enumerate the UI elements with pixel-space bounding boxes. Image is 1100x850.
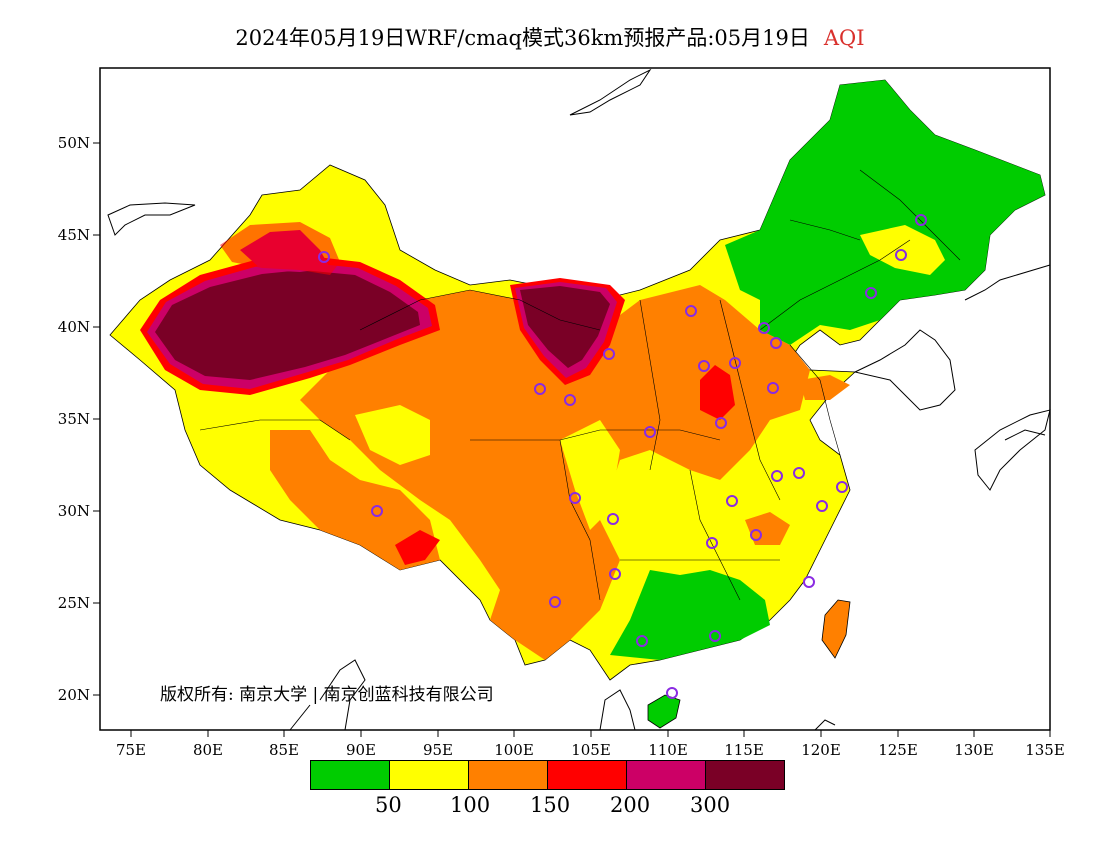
region-sichuan-moderate — [560, 420, 620, 530]
lat-label: 40N — [58, 318, 90, 336]
title-pollutant: AQI — [823, 26, 865, 50]
lon-labels: 75E 80E 85E 90E 95E 100E 105E 110E 115E … — [116, 741, 1065, 759]
lat-label: 35N — [58, 410, 90, 428]
coastlines — [107, 68, 1051, 731]
region-east-usg — [800, 375, 850, 400]
lon-label: 120E — [801, 741, 841, 759]
legend-swatch-2 — [468, 760, 548, 790]
lon-label: 105E — [571, 741, 611, 759]
aqi-fill — [109, 79, 1046, 729]
region-south-good — [610, 570, 770, 660]
lat-label: 20N — [58, 686, 90, 704]
aqi-legend — [310, 760, 785, 794]
lon-label: 100E — [494, 741, 534, 759]
region-henan-unhealthy — [700, 365, 735, 420]
lon-label: 85E — [269, 741, 299, 759]
legend-swatch-4 — [626, 760, 706, 790]
lon-label: 75E — [116, 741, 146, 759]
legend-swatch-1 — [389, 760, 469, 790]
lon-label: 115E — [724, 741, 764, 759]
legend-label-300: 300 — [690, 793, 731, 817]
lat-label: 50N — [58, 134, 90, 152]
legend-label-150: 150 — [530, 793, 571, 817]
lon-label: 95E — [423, 741, 453, 759]
legend-swatch-0 — [310, 760, 390, 790]
lon-label: 80E — [193, 741, 223, 759]
legend-label-100: 100 — [450, 793, 491, 817]
lon-label: 90E — [346, 741, 376, 759]
copyright-note: 版权所有: 南京大学 | 南京创蓝科技有限公司 — [160, 685, 494, 705]
title-main: 2024年05月19日WRF/cmaq模式36km预报产品:05月19日 — [235, 26, 810, 50]
region-junggar-unhealthy — [220, 222, 340, 275]
map-title: 2024年05月19日WRF/cmaq模式36km预报产品:05月19日 AQI — [0, 22, 1100, 52]
lat-axis — [93, 142, 100, 696]
legend-label-50: 50 — [375, 793, 402, 817]
lon-label: 110E — [648, 741, 688, 759]
lat-label: 25N — [58, 594, 90, 612]
region-central-usg — [300, 285, 810, 660]
region-northeast-good — [725, 80, 1045, 345]
lon-label: 125E — [878, 741, 918, 759]
region-xinjiang-hazardous — [155, 270, 420, 380]
station-markers — [318, 214, 927, 699]
province-boundaries — [199, 169, 961, 601]
region-sw-usg — [270, 430, 440, 570]
region-alashan-hazardous — [520, 286, 610, 368]
region-interior-moderate — [355, 405, 430, 465]
lat-label: 45N — [58, 226, 90, 244]
lat-label: 30N — [58, 502, 90, 520]
region-tibet-unhealthy — [395, 530, 440, 565]
lon-label: 130E — [954, 741, 994, 759]
lon-axis — [130, 730, 1051, 737]
region-hainan — [647, 694, 681, 729]
lon-label: 135E — [1025, 741, 1065, 759]
region-se-usg — [745, 512, 790, 545]
legend-label-200: 200 — [610, 793, 651, 817]
legend-swatch-5 — [705, 760, 785, 790]
region-taiwan — [821, 599, 851, 659]
legend-swatch-3 — [547, 760, 627, 790]
lat-labels: 50N 45N 40N 35N 30N 25N 20N — [58, 134, 90, 704]
